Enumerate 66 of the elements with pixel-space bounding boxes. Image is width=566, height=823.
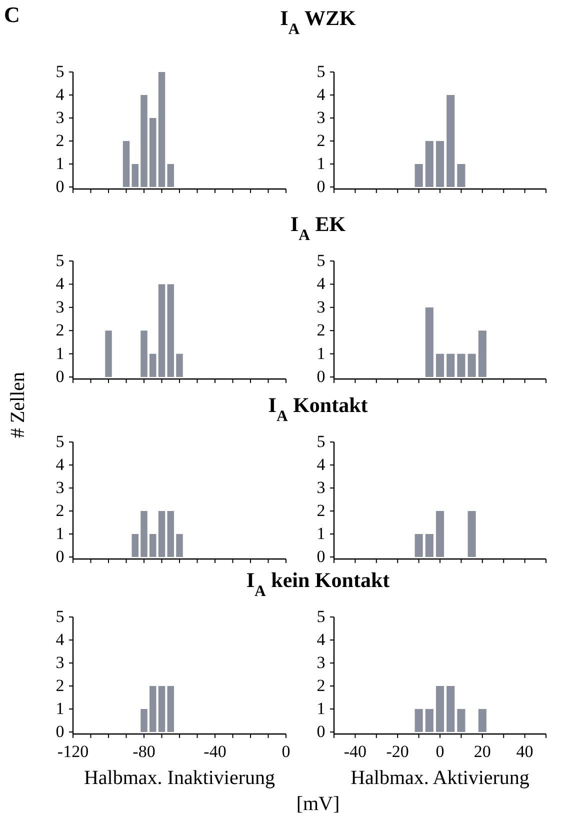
y-tick-label: 2 [56,131,64,150]
y-tick-label: 0 [316,177,326,196]
y-tick-label: 2 [56,320,64,340]
y-tick-label: 1 [316,154,326,173]
y-tick-label: 5 [56,432,64,451]
y-tick-label: 4 [56,85,65,104]
y-tick-label: 0 [316,367,326,386]
y-tick-label: 0 [56,722,64,741]
y-tick-label: 4 [56,630,65,649]
y-tick-label: 4 [316,630,326,649]
text: C [4,2,20,27]
y-tick-label: 1 [316,699,326,718]
y-tick-label: 0 [56,177,64,196]
y-tick-label: 0 [56,547,64,566]
x-tick-label: -120 [57,742,89,761]
y-tick-label: 3 [56,108,64,127]
chart-title: I$_{A}$ WZK [280,6,357,38]
y-tick-label: 5 [316,251,326,270]
y-tick-label: 1 [316,344,326,363]
y-tick-label: 2 [316,501,326,520]
chart-title: I$_{A}$ Kontakt [268,393,368,424]
y-tick-label: 3 [316,297,326,316]
x-tick-label: 20 [474,742,491,761]
y-tick-label: 1 [56,524,64,543]
y-tick-label: 3 [56,653,64,672]
x-tick-label: -20 [386,742,409,761]
y-tick-label: 1 [56,699,64,718]
x-tick-label: -80 [132,742,156,761]
y-tick-label: 5 [316,62,326,81]
text: [mV] [296,793,340,815]
y-tick-label: 3 [316,108,326,127]
y-tick-label: 4 [316,455,326,474]
y-tick-label: 0 [316,722,326,741]
x-tick-label: 40 [516,742,534,761]
y-tick-label: 2 [56,501,64,520]
y-tick-label: 3 [316,478,326,497]
chart-title: I$_{A}$ EK [290,212,346,244]
y-tick-label: 2 [56,676,64,695]
y-tick-label: 5 [56,251,64,270]
y-tick-label: 5 [316,607,326,626]
x-axis-title: Halbmax. Inaktivierung [84,767,276,789]
y-tick-label: 5 [316,432,326,451]
y-tick-label: 5 [56,607,64,626]
x-tick-label: -40 [204,742,226,761]
y-tick-label: 5 [56,62,64,81]
y-tick-label: 2 [316,320,326,340]
y-tick-label: 1 [56,154,64,173]
x-tick-label: 0 [282,742,290,761]
y-tick-label: 0 [316,547,326,566]
y-tick-label: 1 [56,344,64,363]
y-tick-label: 4 [316,85,326,104]
y-tick-label: 2 [316,676,326,695]
y-axis-title: # Zellen [7,372,29,438]
y-tick-label: 3 [316,653,326,672]
y-tick-label: 2 [316,131,326,150]
y-tick-label: 4 [56,274,65,294]
y-tick-label: 4 [56,455,65,474]
y-tick-label: 0 [56,367,64,386]
x-tick-label: 0 [436,742,444,761]
x-axis-title: Halbmax. Aktivierung [350,767,530,789]
x-tick-label: -40 [344,742,367,761]
chart-title: I$_{A}$ kein Kontakt [246,568,390,600]
y-tick-label: 3 [56,297,64,316]
y-tick-label: 3 [56,478,64,497]
y-tick-label: 1 [316,524,326,543]
y-tick-label: 4 [316,274,326,294]
